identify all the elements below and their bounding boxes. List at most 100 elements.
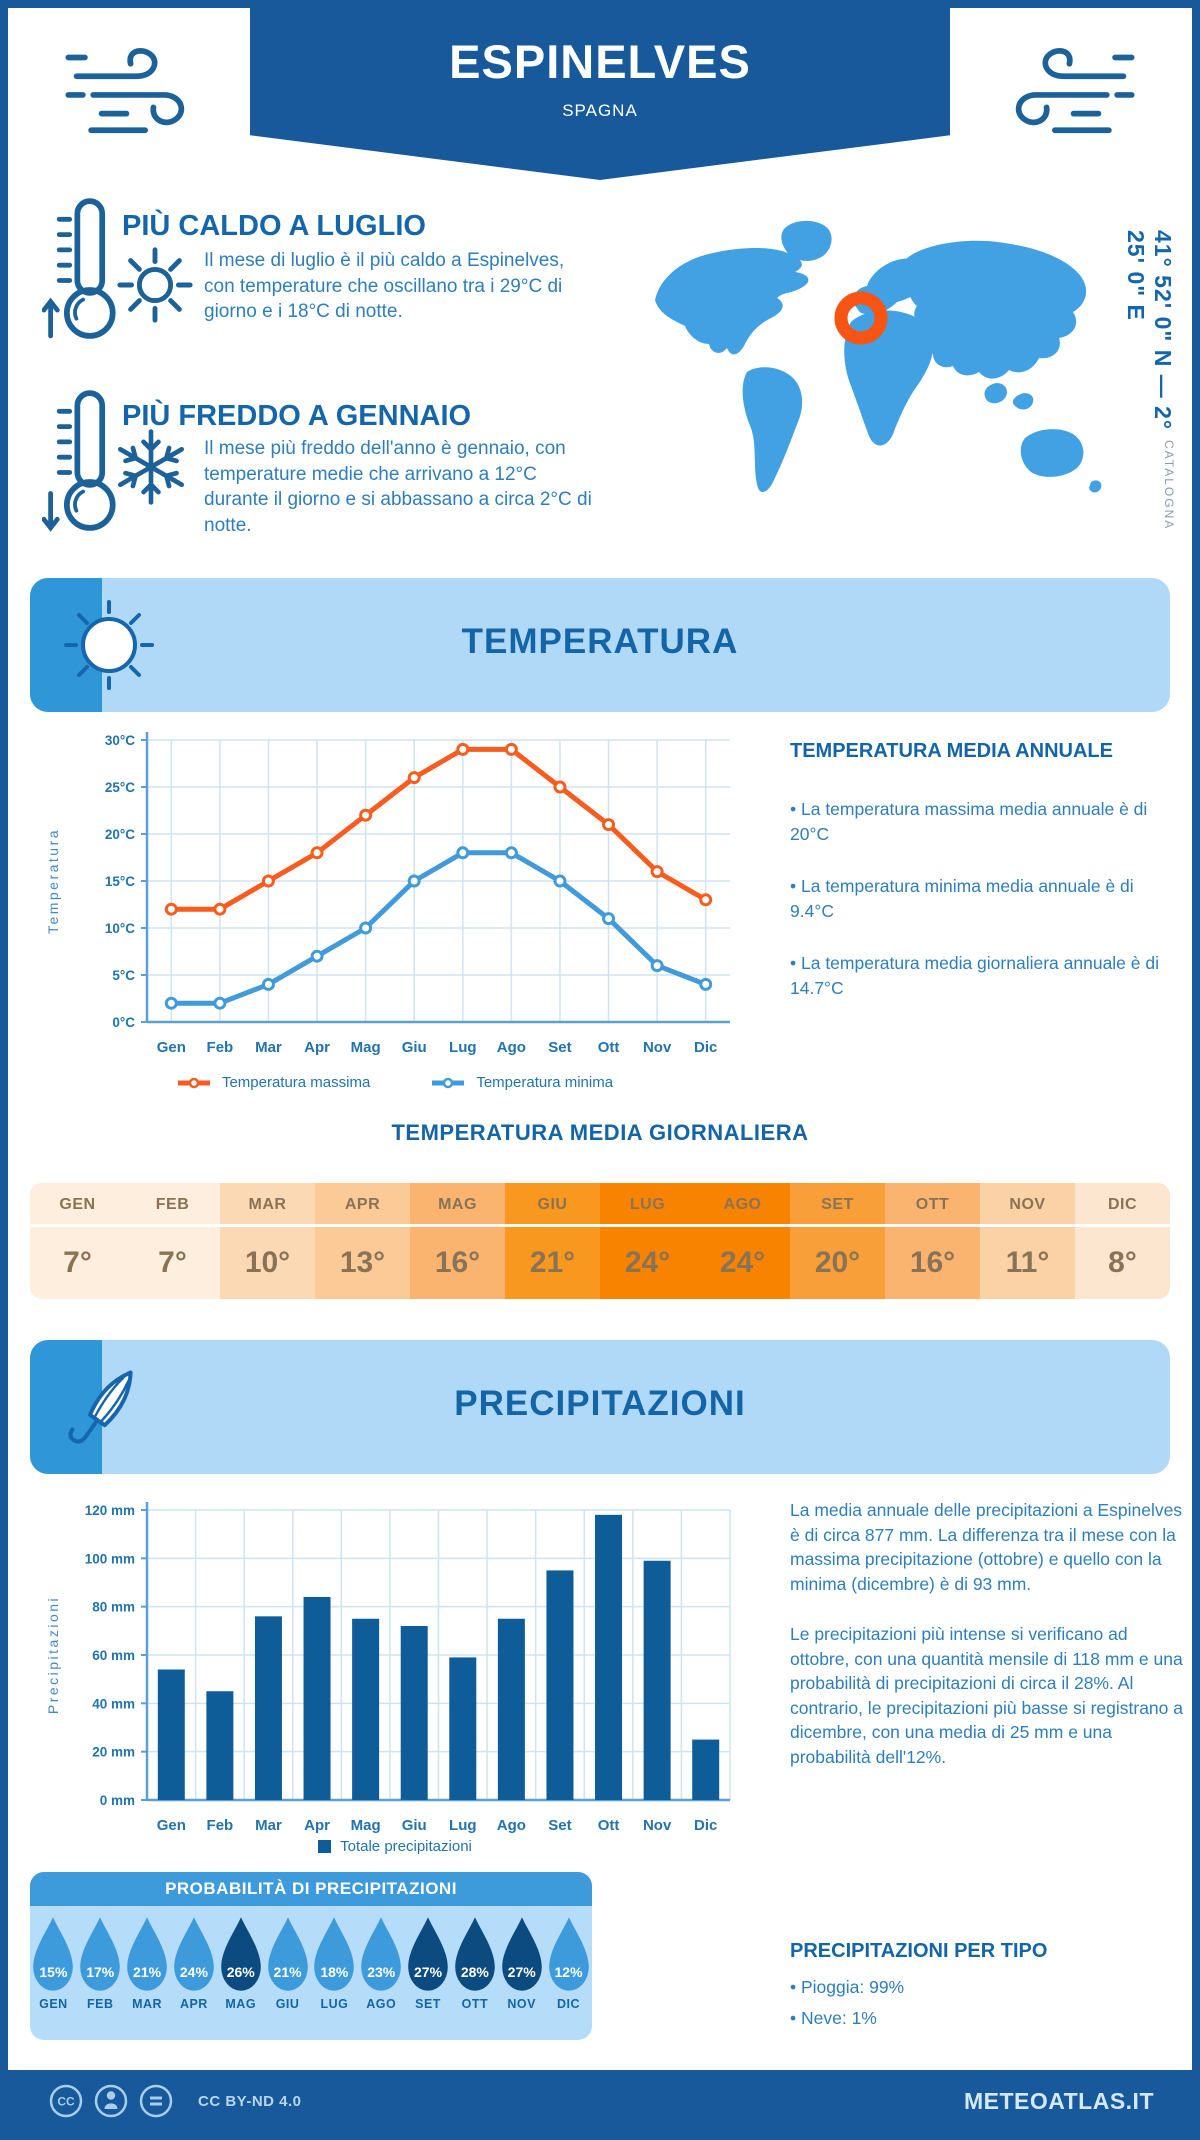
temperature-section-title: TEMPERATURA — [461, 622, 739, 661]
droplet-shape — [408, 1917, 448, 1991]
x-tick-label: Lug — [449, 1817, 477, 1834]
thermometer-up-icon — [42, 198, 116, 339]
droplet-shape — [174, 1917, 214, 1991]
precip-paragraph: Le precipitazioni più intense si verific… — [790, 1624, 1183, 1767]
data-point — [261, 874, 275, 888]
droplet-icon — [127, 1917, 167, 1991]
month-header-cell: SET — [790, 1183, 885, 1227]
y-tick-label: 20°C — [105, 827, 135, 842]
cc-nd-icon — [139, 2084, 173, 2118]
y-tick-label: 5°C — [112, 968, 135, 983]
page-subtitle: SPAGNA — [562, 101, 638, 120]
annual-temp-heading: TEMPERATURA MEDIA ANNUALE — [790, 740, 1113, 762]
droplet-icon — [548, 1917, 589, 1991]
month-value-cell: 24° — [624, 1246, 671, 1279]
precip-bar — [400, 1626, 428, 1800]
precipitation-legend: Totale precipitazioni — [42, 1838, 747, 1855]
droplet-icon — [174, 1917, 214, 1991]
temp-max-line — [168, 746, 709, 912]
data-point — [602, 912, 616, 926]
month-value-cell: 7° — [158, 1246, 187, 1279]
month-column: NOV 11° — [980, 1183, 1075, 1299]
precip-bar — [692, 1739, 720, 1800]
data-point — [164, 996, 178, 1010]
x-tick-label: Mag — [351, 1817, 381, 1834]
legend-total-label: Totale precipitazioni — [340, 1838, 472, 1855]
droplet-cell: 21% GIU — [264, 1916, 311, 2011]
droplet-percent: 18% — [320, 1964, 349, 1980]
droplet-icon — [455, 1917, 495, 1991]
droplet-percent: 15% — [39, 1964, 68, 1980]
precip-paragraph: La media annuale delle precipitazioni a … — [790, 1500, 1183, 1594]
continent-australia — [1020, 429, 1084, 477]
droplet-month: MAR — [132, 1997, 163, 2011]
legend-min-swatch — [432, 1077, 465, 1088]
droplet-icon — [361, 1917, 402, 1991]
month-value-cell: 16° — [434, 1246, 481, 1279]
y-tick-label: 0 mm — [100, 1793, 135, 1808]
data-point — [602, 818, 616, 832]
daily-temp-heading: TEMPERATURA MEDIA GIORNALIERA — [391, 1120, 809, 1145]
world-map — [655, 220, 1102, 493]
data-point — [261, 977, 275, 991]
droplet-cell: 27% SET — [405, 1916, 452, 2011]
precip-bar — [352, 1618, 380, 1800]
temperature-chart: 0°C 5°C 10°C 15°C 20°C 25°C 30°C Gen Feb Mar Apr Ma… — [45, 732, 730, 1056]
droplet-month: FEB — [86, 1997, 114, 2011]
data-point — [504, 742, 518, 756]
precip-type-bullet: • Neve: 1% — [790, 2008, 877, 2028]
y-tick-label: 25°C — [105, 780, 135, 795]
umbrella-icon — [68, 1370, 133, 1444]
droplet-shape — [127, 1917, 167, 1991]
x-tick-label: Apr — [304, 1039, 330, 1056]
month-header-cell: MAR — [220, 1183, 315, 1227]
x-tick-label: Dic — [694, 1039, 717, 1056]
annual-temp-bullet: • La temperatura media giornaliera annua… — [790, 953, 1159, 998]
month-header-cell: GIU — [505, 1183, 600, 1227]
droplet-shape — [267, 1917, 308, 1991]
droplet-percent: 26% — [226, 1964, 255, 1980]
precip-bar — [497, 1618, 525, 1800]
month-value-cell: 13° — [339, 1246, 386, 1279]
data-point — [310, 949, 324, 963]
monthly-temperature-table: GEN 7° FEB 7° MAR 10° APR 13° MAG 16° GIU 21° LUG 24°… — [30, 1183, 1170, 1299]
data-point — [504, 846, 518, 860]
x-tick-label: Giu — [402, 1039, 427, 1056]
droplet-icon — [408, 1917, 448, 1991]
droplet-percent: 12% — [554, 1964, 583, 1980]
data-point — [553, 780, 567, 794]
annual-temp-bullet: • La temperatura minima media annuale è … — [790, 876, 1134, 921]
hot-month-title: PIÙ CALDO A LUGLIO — [122, 210, 426, 242]
brand-label: METEOATLAS.IT — [963, 2087, 1154, 2114]
month-column: APR 13° — [315, 1183, 410, 1299]
droplet-percent: 21% — [273, 1964, 302, 1980]
droplet-month: AGO — [366, 1997, 397, 2011]
x-tick-label: Feb — [207, 1817, 234, 1834]
x-tick-label: Dic — [694, 1817, 717, 1834]
month-header-cell: NOV — [980, 1183, 1075, 1227]
x-tick-label: Set — [548, 1039, 571, 1056]
month-column: SET 20° — [790, 1183, 885, 1299]
data-point — [456, 742, 470, 756]
month-value-cell: 7° — [63, 1246, 92, 1279]
x-tick-label: Feb — [207, 1039, 234, 1056]
droplet-month: OTT — [461, 1997, 489, 2011]
temperature-section-banner: TEMPERATURA — [30, 578, 1170, 712]
x-tick-label: Lug — [449, 1039, 477, 1056]
precipitation-section-banner: PRECIPITAZIONI — [30, 1340, 1170, 1474]
continent-africa — [844, 310, 934, 446]
license-label: CC BY-ND 4.0 — [198, 2092, 302, 2110]
month-header-cell: OTT — [885, 1183, 980, 1227]
droplet-icon — [220, 1917, 261, 1991]
data-point — [650, 959, 664, 973]
coordinates-label: 41° 52' 0" N — 2° 25' 0" E — [1123, 230, 1176, 431]
precip-bar — [449, 1657, 477, 1800]
month-header-cell: GEN — [30, 1183, 125, 1227]
y-tick-label: 80 mm — [92, 1600, 135, 1615]
y-tick-label: 15°C — [105, 874, 135, 889]
droplet-shape — [33, 1917, 74, 1991]
droplet-percent: 23% — [367, 1964, 396, 1980]
month-column: MAR 10° — [220, 1183, 315, 1299]
x-tick-label: Ott — [598, 1039, 620, 1056]
droplet-percent: 27% — [414, 1964, 443, 1980]
